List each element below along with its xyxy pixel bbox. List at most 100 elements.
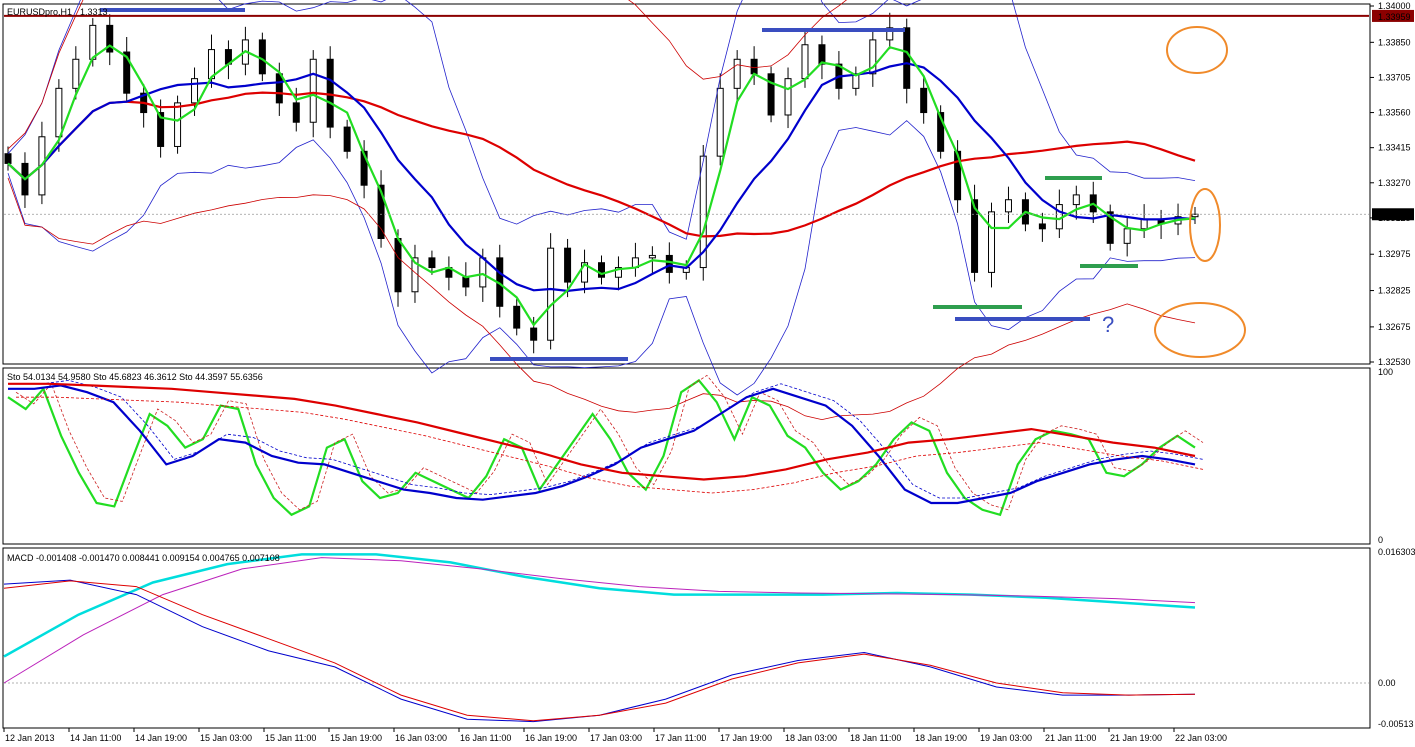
bull-candle	[801, 44, 809, 80]
stochastic-line	[8, 382, 1196, 481]
time-tick-label: 17 Jan 11:00	[655, 733, 706, 743]
price-header-values: 1.3313	[80, 7, 108, 17]
time-tick-label: 16 Jan 11:00	[460, 733, 511, 743]
highlight-ellipse	[1189, 188, 1221, 262]
bear-candle	[971, 199, 979, 273]
bull-candle	[479, 257, 487, 288]
highlight-ellipse	[1166, 26, 1228, 74]
time-tick-label: 15 Jan 19:00	[330, 733, 382, 743]
bear-candle	[258, 39, 266, 75]
bear-candle	[767, 73, 775, 116]
time-tick-label: 15 Jan 11:00	[265, 733, 316, 743]
time-tick-label: 21 Jan 19:00	[1110, 733, 1162, 743]
bull-candle	[869, 39, 877, 75]
price-tick-label: 1.32975	[1378, 249, 1411, 259]
time-tick-label: 15 Jan 03:00	[200, 733, 252, 743]
bear-candle	[818, 44, 826, 65]
bear-candle	[4, 153, 12, 164]
bear-candle	[937, 112, 945, 152]
bear-candle	[750, 58, 758, 75]
stochastic-panel-title: Sto 54.0134 54.9580 Sto 45.6823 46.3612 …	[7, 372, 263, 382]
bear-candle	[326, 58, 334, 128]
current-price-label: 1.33140	[1378, 210, 1411, 220]
mid-moving-average	[7, 62, 1196, 293]
bear-candle	[275, 73, 283, 104]
highlight-ellipse	[1154, 302, 1246, 358]
resistance-price-label: 1.33959	[1378, 12, 1411, 22]
time-tick-label: 18 Jan 19:00	[915, 733, 967, 743]
bull-candle	[1004, 199, 1012, 213]
bull-candle	[1191, 213, 1199, 218]
price-tick-label: 1.33270	[1378, 178, 1411, 188]
bear-candle	[598, 262, 605, 278]
time-tick-label: 17 Jan 19:00	[720, 733, 772, 743]
macd-line	[3, 557, 1196, 684]
stochastic-line	[7, 378, 1196, 517]
bear-candle	[665, 254, 673, 273]
bull-candle	[1072, 194, 1080, 206]
bear-candle	[394, 237, 402, 293]
price-tick-label: 1.33560	[1378, 108, 1411, 118]
bull-candle	[1123, 228, 1131, 244]
time-tick-label: 16 Jan 03:00	[395, 733, 447, 743]
slow-moving-average	[7, 91, 1196, 238]
time-tick-label: 14 Jan 11:00	[70, 733, 121, 743]
bull-candle	[733, 58, 741, 89]
bollinger-lower-slow	[7, 177, 1196, 421]
stochastic-signal-line	[16, 396, 1204, 494]
bull-candle	[648, 254, 656, 259]
bear-candle	[513, 305, 521, 329]
time-tick-label: 12 Jan 2013	[5, 733, 55, 743]
macd-panel-title: MACD -0.001408 -0.001470 0.008441 0.0091…	[7, 553, 280, 563]
bear-candle	[530, 327, 538, 341]
macd-layer	[3, 553, 1369, 723]
macd-tick-label: 0.016303	[1378, 547, 1415, 557]
price-tick-label: 1.32675	[1378, 322, 1411, 332]
bull-candle	[55, 87, 63, 138]
bear-candle	[1106, 211, 1114, 244]
bull-candle	[988, 211, 996, 273]
bear-candle	[360, 150, 368, 186]
stochastic-signal-line	[15, 374, 1204, 511]
time-tick-label: 18 Jan 03:00	[785, 733, 837, 743]
axis-layer: 1.34000 1.33850 1.33705 1.33560 1.33415 1.332…	[3, 1, 1415, 743]
stochastic-panel-frame	[2, 367, 1371, 545]
bollinger-upper-fast	[7, 0, 1196, 240]
price-layer	[4, 0, 1369, 421]
bear-candle	[292, 102, 300, 123]
bull-candle	[174, 102, 182, 147]
bull-candle	[191, 78, 199, 104]
fast-moving-average	[7, 44, 1196, 327]
bear-candle	[462, 276, 470, 288]
bear-candle	[903, 27, 911, 89]
bull-candle	[547, 247, 555, 341]
bull-candle	[699, 155, 707, 269]
stochastic-tick-label: 0	[1378, 535, 1383, 545]
time-tick-label: 16 Jan 19:00	[525, 733, 577, 743]
bull-candle	[1140, 218, 1148, 230]
bear-candle	[1038, 223, 1046, 230]
macd-tick-label: 0.00	[1378, 678, 1396, 688]
macd-tick-label: -0.00513	[1378, 719, 1414, 729]
bear-candle	[377, 184, 385, 239]
bear-candle	[954, 150, 962, 201]
resistance-price-tag	[1372, 9, 1414, 22]
stochastic-line	[8, 384, 1196, 505]
bull-candle	[886, 27, 894, 41]
price-tick-label: 1.34000	[1378, 1, 1411, 11]
bollinger-lower-fast	[7, 120, 1196, 396]
price-tick-label: 1.33415	[1378, 143, 1411, 153]
macd-line	[3, 580, 1196, 722]
bull-candle	[72, 58, 80, 89]
bear-candle	[564, 247, 572, 283]
time-tick-label: 21 Jan 11:00	[1045, 733, 1096, 743]
question-mark-annotation: ?	[1102, 312, 1114, 337]
stochastic-layer	[7, 374, 1204, 517]
bear-candle	[106, 24, 114, 53]
bear-candle	[157, 112, 165, 147]
price-tick-label: 1.32530	[1378, 357, 1411, 367]
price-tick-label: 1.32825	[1378, 286, 1411, 296]
bull-candle	[716, 87, 724, 157]
bull-candle	[614, 267, 622, 278]
